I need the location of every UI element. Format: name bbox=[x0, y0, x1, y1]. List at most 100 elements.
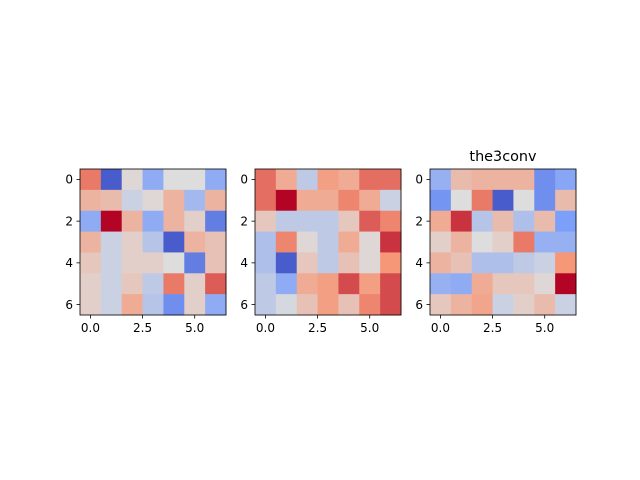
heatmap-cell bbox=[163, 169, 185, 191]
heatmap-cell bbox=[513, 210, 535, 233]
heatmap-cell bbox=[205, 294, 227, 316]
heatmap-cell bbox=[380, 252, 402, 274]
heatmap-cell bbox=[205, 189, 227, 212]
heatmap-cell bbox=[471, 210, 494, 233]
heatmap-cell bbox=[255, 210, 277, 233]
heatmap-cell bbox=[555, 294, 577, 316]
heatmap-cell bbox=[513, 252, 535, 274]
heatmap-cell bbox=[184, 273, 206, 295]
heatmap-cell bbox=[163, 294, 185, 316]
heatmap-cell bbox=[317, 294, 339, 316]
heatmap-cell bbox=[255, 189, 277, 212]
heatmap-cell bbox=[255, 169, 277, 191]
heatmap-cell bbox=[317, 189, 339, 212]
axes-frame bbox=[254, 168, 402, 316]
y-tick-label: 0 bbox=[65, 173, 73, 187]
heatmap-cell bbox=[100, 252, 123, 274]
heatmap-cell bbox=[338, 231, 360, 253]
x-tick-label: 0.0 bbox=[256, 321, 275, 335]
heatmap-cell bbox=[142, 231, 164, 253]
heatmap-cell bbox=[255, 252, 277, 274]
heatmap-cell bbox=[184, 169, 206, 191]
heatmap-cell bbox=[534, 294, 556, 316]
heatmap-cell bbox=[359, 210, 381, 233]
heatmap-cell bbox=[275, 189, 298, 212]
heatmap-cell bbox=[163, 210, 185, 233]
heatmap-cell bbox=[534, 189, 556, 212]
heatmap-cell bbox=[296, 210, 319, 233]
heatmap-cell bbox=[80, 252, 102, 274]
heatmap-cell bbox=[534, 252, 556, 274]
x-tick-label: 0.0 bbox=[431, 321, 450, 335]
heatmap-cell bbox=[275, 210, 298, 233]
heatmap-cell bbox=[275, 273, 298, 295]
heatmap-cell bbox=[80, 189, 102, 212]
heatmap-cell bbox=[430, 169, 452, 191]
heatmap-cell bbox=[471, 169, 494, 191]
heatmap-cell bbox=[380, 294, 402, 316]
heatmap-cell bbox=[275, 169, 298, 191]
heatmap-cell bbox=[121, 169, 144, 191]
heatmap-cell bbox=[275, 231, 298, 253]
heatmap-cell bbox=[296, 189, 319, 212]
heatmap-cell bbox=[296, 252, 319, 274]
heatmap-cell bbox=[430, 210, 452, 233]
heatmap-cell bbox=[296, 231, 319, 253]
heatmap-cell bbox=[184, 231, 206, 253]
heatmap-cell bbox=[338, 189, 360, 212]
heatmap-cell bbox=[492, 252, 514, 274]
heatmap-cell bbox=[205, 273, 227, 295]
heatmap-cell bbox=[492, 189, 514, 212]
heatmap-cell bbox=[80, 273, 102, 295]
x-tick-label: 2.5 bbox=[308, 321, 327, 335]
heatmap-cell bbox=[555, 210, 577, 233]
heatmap-cell bbox=[142, 273, 164, 295]
heatmap-cell bbox=[142, 169, 164, 191]
y-tick-label: 4 bbox=[240, 256, 248, 270]
heatmap-cell bbox=[534, 210, 556, 233]
y-tick-label: 6 bbox=[240, 298, 248, 312]
heatmap-cell bbox=[534, 169, 556, 191]
heatmap-cell bbox=[184, 189, 206, 212]
heatmap-cell bbox=[100, 169, 123, 191]
heatmap-cell bbox=[100, 210, 123, 233]
x-tick-label: 0.0 bbox=[81, 321, 100, 335]
heatmap-cell bbox=[121, 252, 144, 274]
heatmap-cell bbox=[121, 231, 144, 253]
heatmap-cell bbox=[205, 231, 227, 253]
heatmap-cell bbox=[317, 169, 339, 191]
heatmap-cell bbox=[163, 231, 185, 253]
heatmap-cell bbox=[163, 189, 185, 212]
heatmap-cell bbox=[255, 294, 277, 316]
heatmap-cell bbox=[471, 231, 494, 253]
heatmap-cell bbox=[430, 231, 452, 253]
heatmap-cell bbox=[359, 252, 381, 274]
heatmap-cell bbox=[80, 294, 102, 316]
heatmap-cell bbox=[184, 252, 206, 274]
heatmap-cell bbox=[142, 210, 164, 233]
heatmap-cell bbox=[380, 169, 402, 191]
heatmap-cell bbox=[534, 231, 556, 253]
heatmap-cell bbox=[338, 273, 360, 295]
heatmap-cell bbox=[380, 189, 402, 212]
heatmap-cell bbox=[450, 189, 473, 212]
heatmap-cell bbox=[184, 210, 206, 233]
heatmap-cell bbox=[359, 169, 381, 191]
heatmap-cell bbox=[80, 169, 102, 191]
heatmap-cell bbox=[555, 169, 577, 191]
heatmap-cell bbox=[80, 210, 102, 233]
y-tick-label: 6 bbox=[415, 298, 423, 312]
heatmap-cell bbox=[296, 294, 319, 316]
heatmap-cell bbox=[100, 231, 123, 253]
heatmap-cell bbox=[121, 189, 144, 212]
heatmap-cell bbox=[100, 294, 123, 316]
heatmap-cell bbox=[338, 169, 360, 191]
heatmap-cell bbox=[450, 273, 473, 295]
heatmap-cell bbox=[121, 273, 144, 295]
heatmap-cell bbox=[450, 231, 473, 253]
y-tick-label: 6 bbox=[65, 298, 73, 312]
heatmap-cell bbox=[296, 169, 319, 191]
heatmap-cell bbox=[492, 169, 514, 191]
heatmap-cell bbox=[163, 252, 185, 274]
